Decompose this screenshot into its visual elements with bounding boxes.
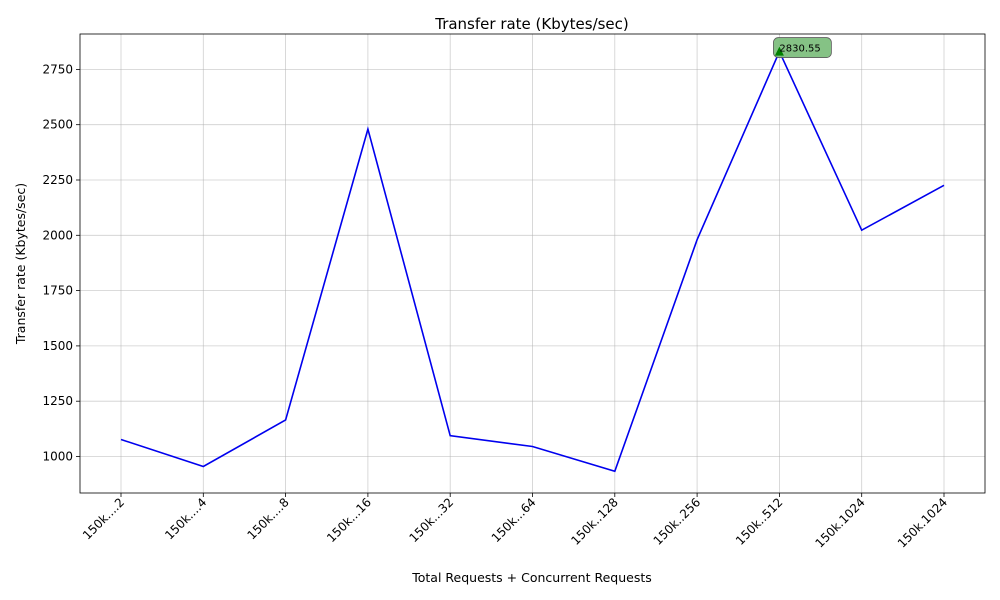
y-tick-label: 1000: [42, 450, 73, 464]
x-tick-label: 150k..128: [568, 495, 621, 548]
chart-title: Transfer rate (Kbytes/sec): [434, 15, 629, 33]
y-tick-label: 2750: [42, 62, 73, 76]
x-axis: 150k....2 150k....4 150k....8 150k...16 150k…: [80, 493, 950, 551]
x-tick-label: 150k...32: [406, 495, 456, 545]
annotation-marker: [774, 46, 784, 56]
annotation-label: 2830.55: [779, 44, 820, 55]
y-tick-label: 1250: [42, 394, 73, 408]
x-tick-label: 150k..512: [733, 495, 786, 548]
series-line: [120, 49, 945, 473]
y-axis-title: Transfer rate (Kbytes/sec): [13, 183, 28, 345]
annotation-box: [773, 37, 832, 58]
x-tick-label: 150k.1024: [895, 495, 950, 550]
y-tick-label: 1750: [42, 284, 73, 298]
grid: [80, 34, 985, 493]
y-axis: 1000 1250 1500 1750 2000 2250 2500 2750: [42, 62, 80, 464]
annotation: 2830.55: [773, 37, 832, 58]
y-tick-label: 2250: [42, 173, 73, 187]
x-axis-title: Total Requests + Concurrent Requests: [411, 570, 652, 585]
series-layer: [120, 49, 945, 473]
y-tick-label: 1500: [42, 339, 73, 353]
x-tick-label: 150k....4: [162, 495, 209, 542]
x-tick-label: 150k..256: [651, 495, 704, 548]
x-tick-label: 150k.1024: [813, 495, 868, 550]
y-tick-label: 2500: [42, 118, 73, 132]
x-tick-label: 150k...64: [489, 495, 539, 545]
x-tick-label: 150k....2: [80, 495, 127, 542]
y-tick-label: 2000: [42, 228, 73, 242]
x-tick-label: 150k...16: [324, 495, 374, 545]
x-tick-label: 150k....8: [245, 495, 292, 542]
